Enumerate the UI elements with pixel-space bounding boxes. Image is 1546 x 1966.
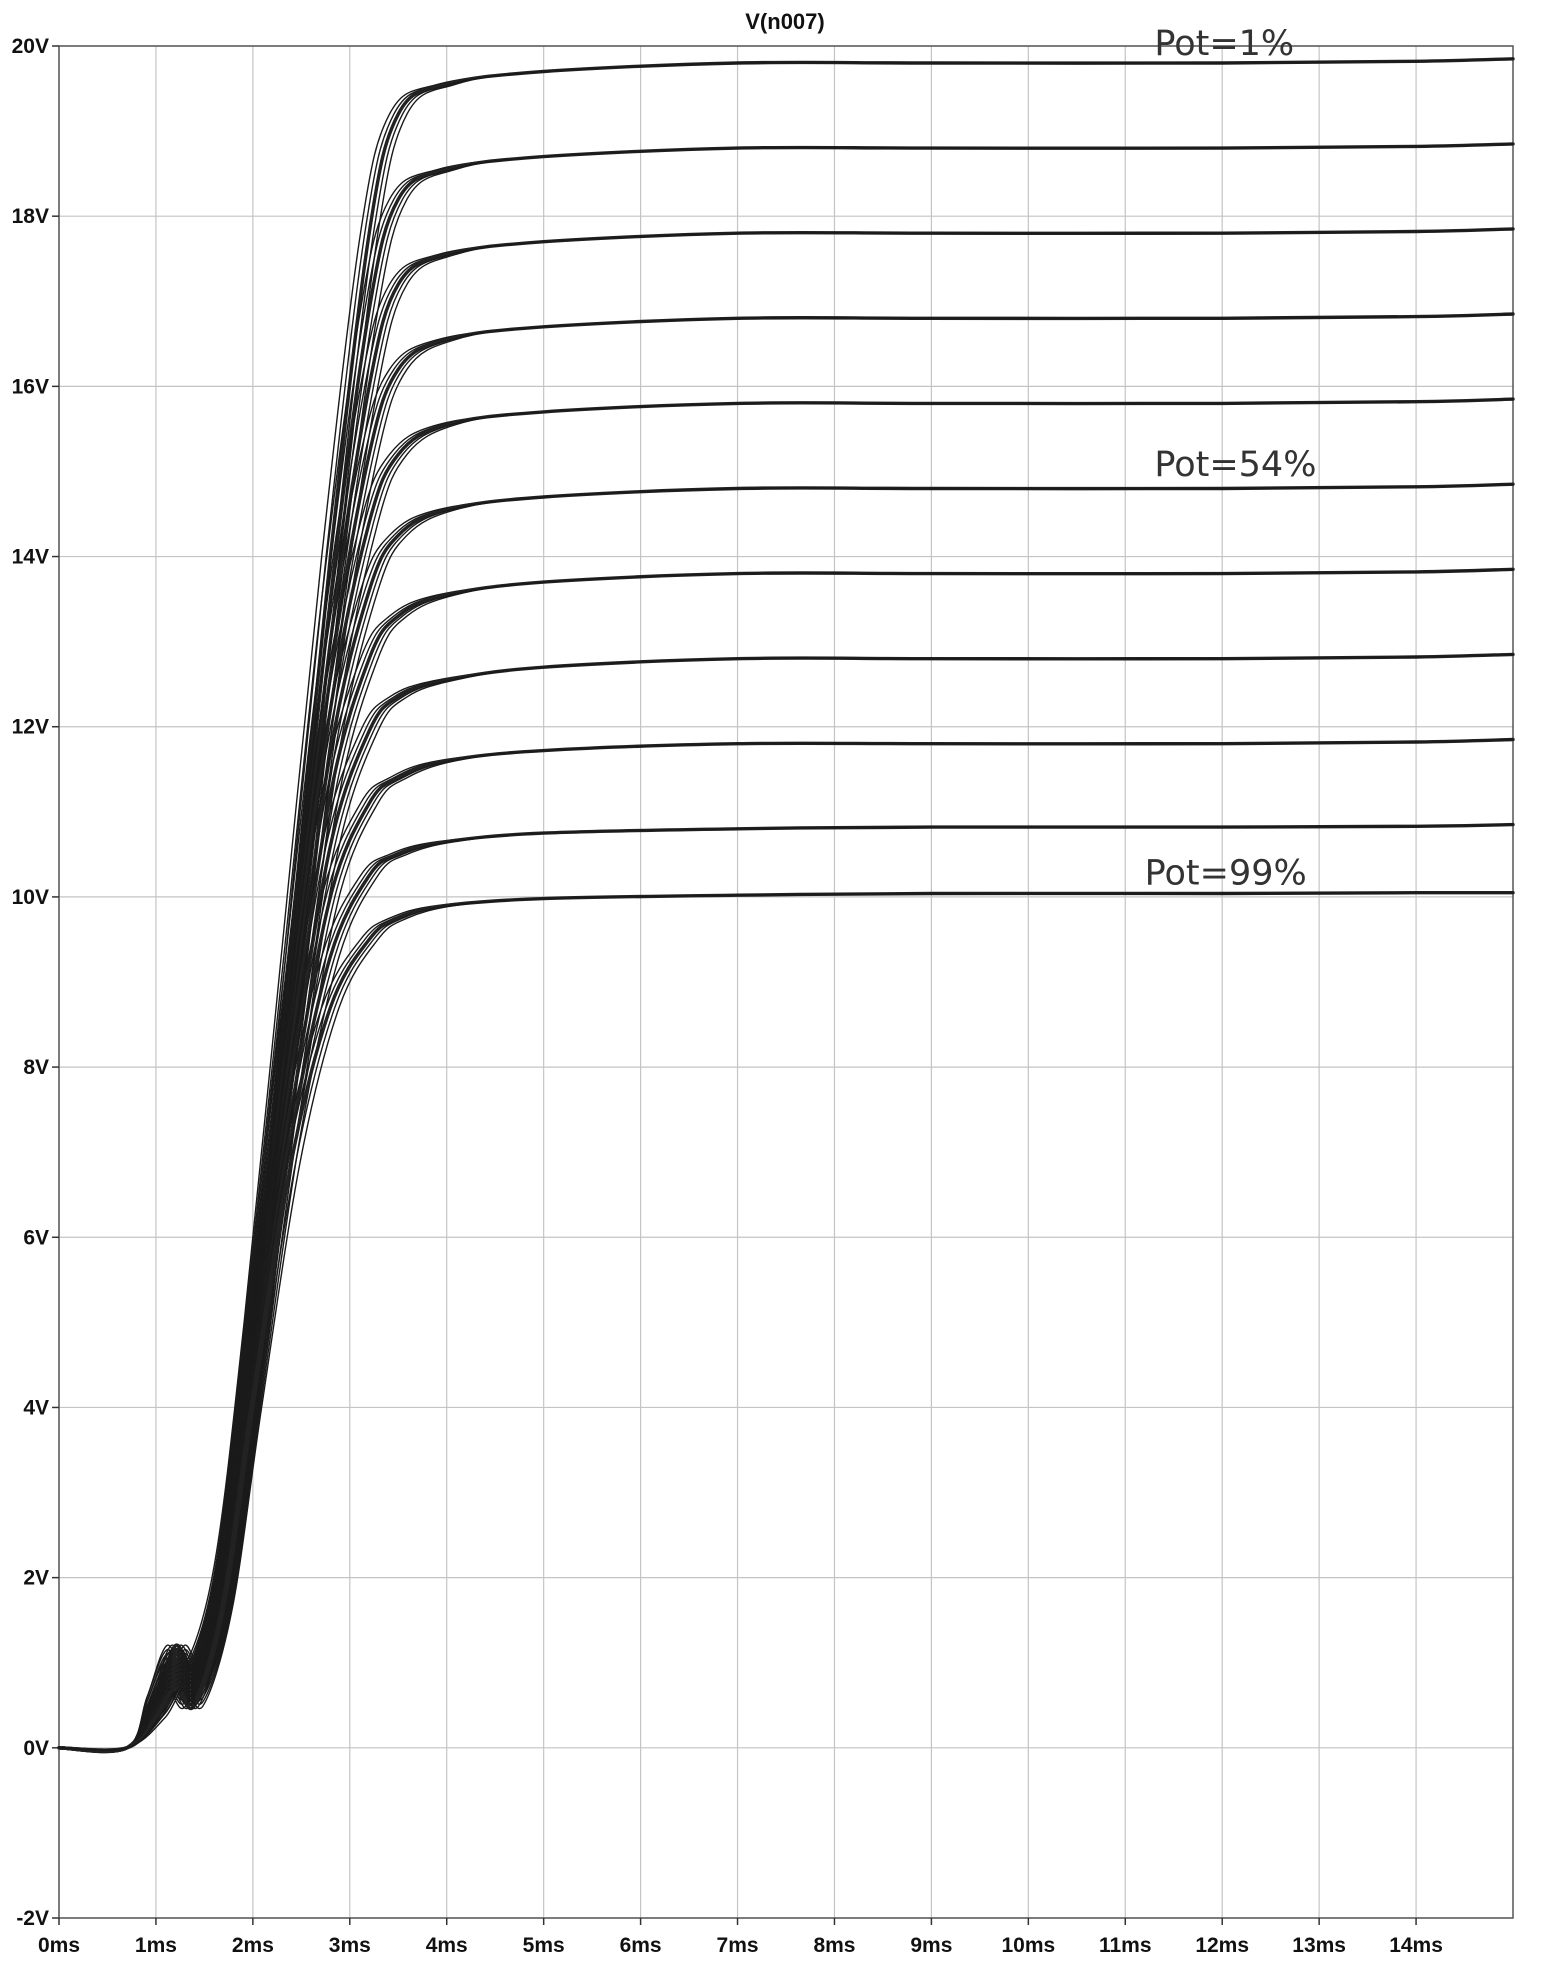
y-tick-label: 12V [12,716,49,739]
series-trace-10 [57,822,1515,1753]
series-trace-1 [57,57,1515,1754]
x-tick-label: 13ms [1292,1934,1346,1957]
y-tick-label: -2V [16,1907,49,1930]
annotation-label: Pot=99% [1145,854,1307,894]
series-line [57,57,1515,1754]
y-tick-label: 18V [12,205,49,228]
annotations: Pot=1% Pot=54% Pot=99% [1145,24,1317,894]
y-axis: 20V 18V 16V 14V 12V 10V 8V 6V 4V 2V 0V -2V [12,35,59,1930]
x-tick-label: 1ms [135,1934,177,1957]
series-trace-2 [57,142,1515,1754]
series-line [58,143,1514,1753]
y-tick-label: 2V [23,1567,49,1590]
series-trace-11 [57,890,1515,1752]
series-line [58,143,1514,1753]
x-tick-label: 8ms [813,1934,855,1957]
x-tick-label: 12ms [1195,1934,1249,1957]
series-line [58,58,1514,1753]
series-line [58,891,1514,1751]
y-tick-label: 4V [23,1396,49,1419]
y-tick-label: 14V [12,546,49,569]
x-tick-label: 11ms [1099,1934,1152,1957]
plot-frame [58,45,1514,1919]
x-tick-label: 5ms [523,1934,565,1957]
x-tick-label: 0ms [38,1934,80,1957]
series-line [58,58,1514,1753]
y-tick-label: 10V [12,886,49,909]
chart-title: V(n007) [745,9,824,34]
grid [58,45,1513,1919]
series-line [58,143,1514,1753]
x-tick-label: 14ms [1389,1934,1443,1957]
y-tick-label: 16V [12,375,49,398]
x-tick-label: 3ms [329,1934,371,1957]
x-axis: 0ms 1ms 2ms 3ms 4ms 5ms 6ms 7ms 8ms 9ms 10ms 11ms 12… [38,1918,1443,1957]
y-tick-label: 8V [23,1056,49,1079]
series-line [57,142,1515,1754]
annotation-label: Pot=1% [1154,24,1294,64]
series-line [58,58,1514,1753]
series-line [58,58,1514,1753]
series-traces [57,57,1515,1754]
y-tick-label: 20V [12,35,49,58]
x-tick-label: 7ms [717,1934,759,1957]
y-tick-label: 6V [23,1226,49,1249]
annotation-label: Pot=54% [1154,445,1316,485]
series-line [58,143,1514,1753]
x-tick-label: 6ms [620,1934,662,1957]
x-tick-label: 4ms [426,1934,468,1957]
x-tick-label: 10ms [1001,1934,1055,1957]
y-tick-label: 0V [23,1737,49,1760]
x-tick-label: 9ms [910,1934,952,1957]
x-tick-label: 2ms [232,1934,274,1957]
series-line [58,823,1514,1752]
